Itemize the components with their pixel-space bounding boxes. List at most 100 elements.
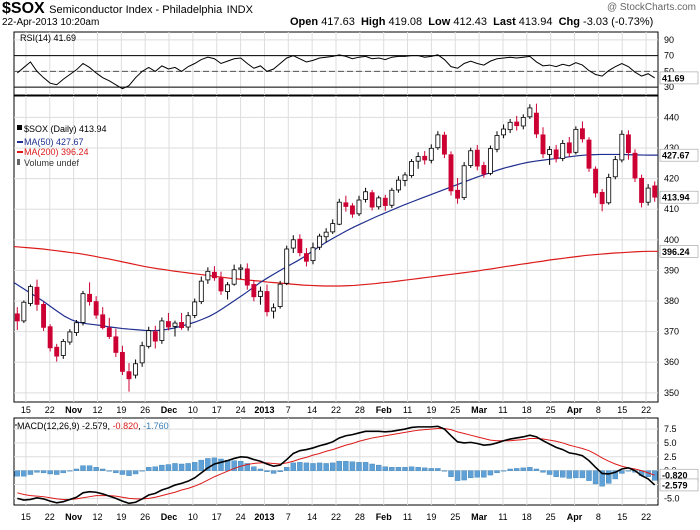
rsi-tick-label: 70 xyxy=(664,51,674,61)
macd-signal-tag: -0.820 xyxy=(662,471,688,481)
ma200-tag-box xyxy=(659,245,699,258)
macd-histogram-bar xyxy=(343,461,349,471)
candle-body xyxy=(540,134,546,155)
macd-histogram-bar xyxy=(330,462,336,471)
candle-body xyxy=(165,321,171,328)
macd-histogram-bar xyxy=(303,462,310,471)
candle-body xyxy=(159,320,165,341)
macd-histogram-bar xyxy=(40,470,47,474)
candle-body xyxy=(533,112,539,135)
x-tick-label: 24 xyxy=(236,405,246,415)
macd-histogram-bar xyxy=(54,470,60,475)
x-tick-label-bottom: 17 xyxy=(212,512,222,522)
macd-histogram-bar xyxy=(218,458,224,471)
candle-body xyxy=(264,291,270,313)
candle-body xyxy=(599,191,605,205)
x-tick-label-bottom: 24 xyxy=(236,512,246,522)
candle-body xyxy=(192,301,198,316)
macd-histogram-bar xyxy=(119,470,126,475)
candle-body xyxy=(625,134,631,154)
x-tick-label-bottom: Dec xyxy=(161,512,178,522)
legend-marker xyxy=(17,125,22,130)
macd-tick-label: 7.5 xyxy=(664,424,677,434)
candle-body xyxy=(494,135,500,150)
x-tick-label: 22 xyxy=(45,405,55,415)
candle-body xyxy=(468,150,474,166)
candle-body xyxy=(428,147,434,161)
macd-histogram-bar xyxy=(178,463,185,471)
candle-body xyxy=(520,117,526,127)
macd-histogram-bar xyxy=(244,463,250,471)
macd-legend-part: , xyxy=(108,421,113,431)
open-value: 417.63 xyxy=(321,16,355,28)
macd-histogram-bar xyxy=(362,462,369,471)
rsi-tag: 41.69 xyxy=(662,73,685,83)
macd-histogram-bar xyxy=(514,468,520,471)
exchange: INDX xyxy=(226,4,253,16)
macd-histogram-bar xyxy=(60,470,66,474)
candle-body xyxy=(481,165,487,175)
candle-body xyxy=(632,152,638,179)
x-tick-label: Feb xyxy=(376,405,393,415)
candle-body xyxy=(461,165,467,198)
macd-histogram-bar xyxy=(652,470,658,481)
candle-body xyxy=(560,143,566,159)
macd-histogram-bar xyxy=(625,470,632,472)
candle-body xyxy=(409,161,415,176)
candle-body xyxy=(323,231,329,238)
high-value: 419.08 xyxy=(388,16,423,28)
price-tick-label: 350 xyxy=(664,388,679,398)
x-tick-label-bottom: 22 xyxy=(641,512,651,522)
macd-legend-part: -0.820 xyxy=(113,421,139,431)
macd-histogram-bar xyxy=(34,470,40,473)
x-tick-label: 17 xyxy=(212,405,222,415)
candle-body xyxy=(34,286,40,305)
candle-body xyxy=(573,128,579,153)
macd-histogram-bar xyxy=(382,466,388,471)
candle-body xyxy=(238,267,244,270)
macd-histogram-bar xyxy=(415,467,421,471)
macd-histogram-bar xyxy=(159,464,165,471)
x-tick-label: 11 xyxy=(403,405,412,415)
symbol: $SOX xyxy=(2,0,45,17)
low-value: 412.43 xyxy=(453,16,487,28)
macd-histogram-bar xyxy=(297,462,303,471)
copyright: @ StockCharts.com xyxy=(606,2,696,13)
legend-ma50: MA(50) 427.67 xyxy=(24,137,84,147)
candle-body xyxy=(27,286,33,304)
x-tick-label-bottom: 8 xyxy=(596,512,601,522)
candle-body xyxy=(336,201,342,225)
ma50-tag: 427.67 xyxy=(662,151,690,161)
candle-body xyxy=(80,293,86,323)
x-tick-label: 15 xyxy=(21,405,31,415)
x-tick-label-bottom: 26 xyxy=(140,512,150,522)
x-tick-label: 7 xyxy=(286,405,291,415)
candle-body xyxy=(41,303,47,328)
x-tick-label-bottom: 12 xyxy=(92,512,102,522)
macd-histogram-bar xyxy=(67,470,73,472)
price-tick-label: 360 xyxy=(664,357,679,367)
macd-histogram-bar xyxy=(619,470,625,474)
rsi-legend: RSI(14) 41.69 xyxy=(20,33,76,43)
candle-body xyxy=(448,154,454,192)
macd-histogram-bar xyxy=(389,467,395,471)
last-value: 413.94 xyxy=(518,16,553,28)
x-tick-label: 10 xyxy=(188,405,198,415)
price-tick-label: 390 xyxy=(664,265,679,275)
x-tick-label: 25 xyxy=(450,405,460,415)
macd-histogram-bar xyxy=(586,470,592,481)
macd-histogram-bar xyxy=(86,465,93,471)
candle-body xyxy=(639,177,645,203)
candle-body xyxy=(133,363,139,376)
candle-body xyxy=(205,270,211,281)
macd-histogram-bar xyxy=(500,470,507,472)
candle-body xyxy=(172,322,178,327)
rsi-tag-box xyxy=(659,71,699,85)
x-tick-label: 25 xyxy=(546,405,556,415)
x-tick-label-bottom: 28 xyxy=(355,512,365,522)
candle-body xyxy=(47,326,53,349)
macd-histogram-bar xyxy=(494,470,500,474)
candle-body xyxy=(179,322,185,329)
x-tick-label: Mar xyxy=(471,405,488,415)
